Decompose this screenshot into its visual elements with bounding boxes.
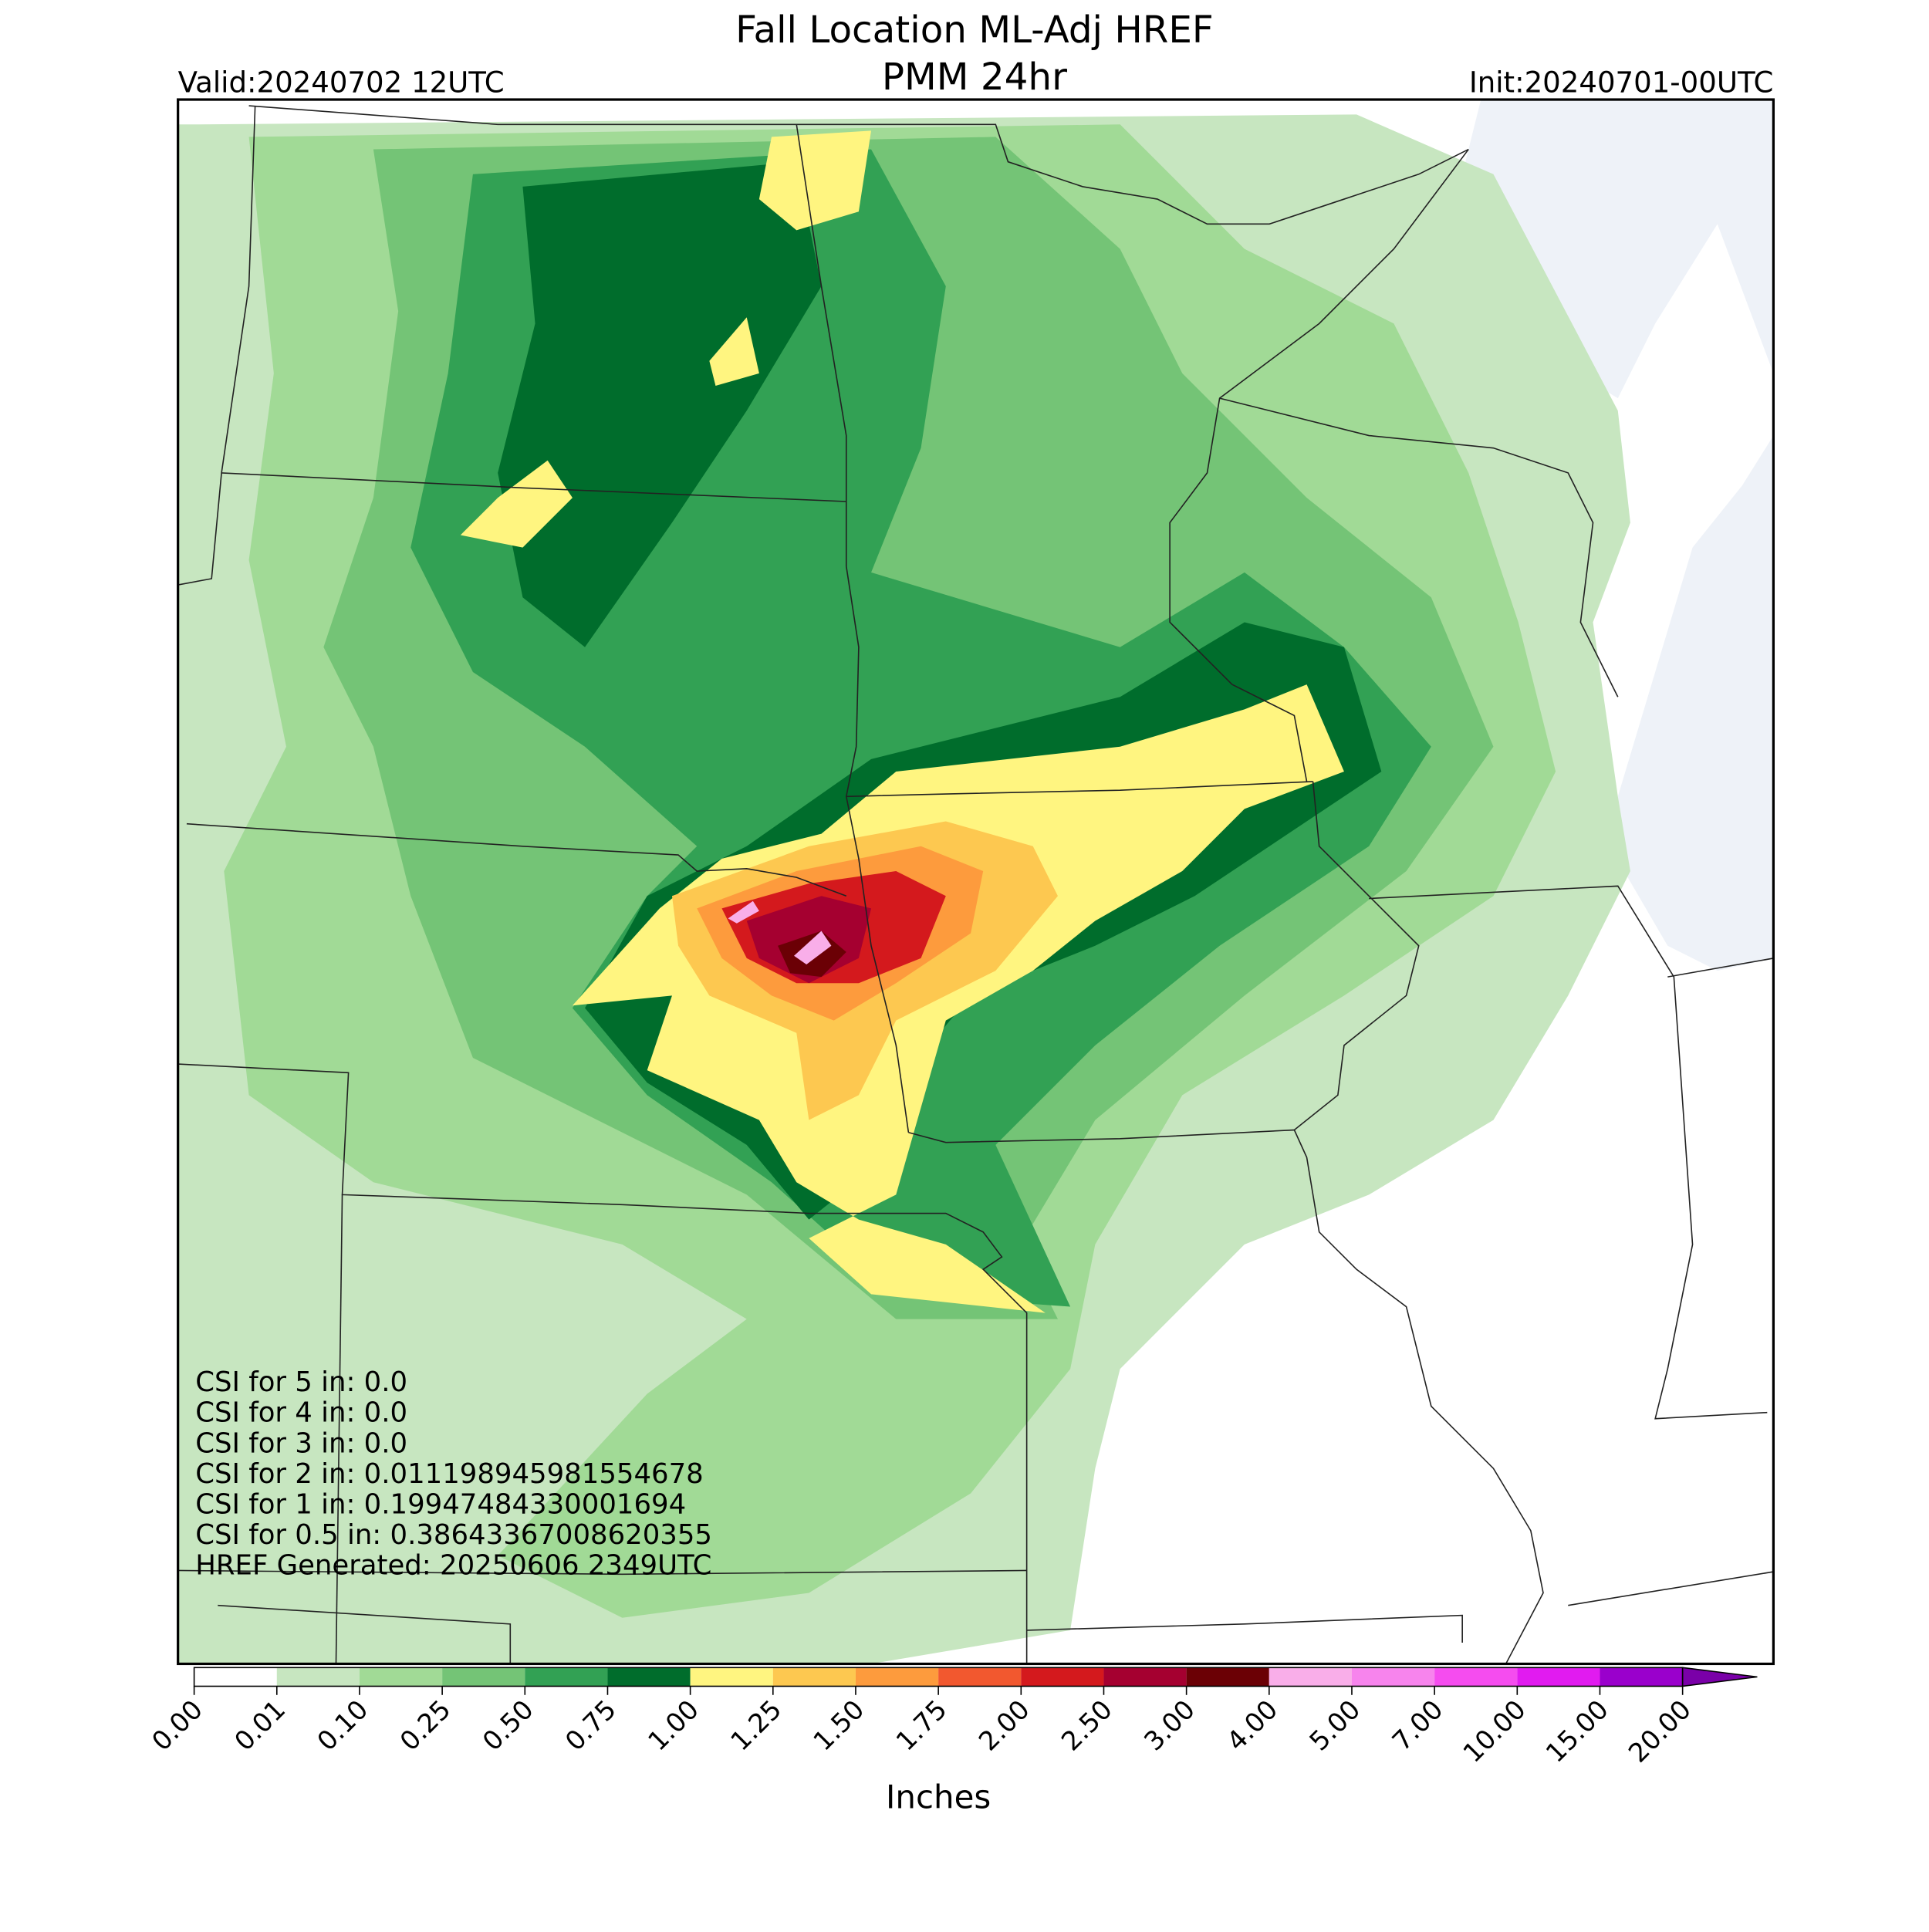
precip-area — [758, 130, 872, 231]
precip-area — [728, 900, 759, 924]
colorbar-segment — [1269, 1667, 1352, 1687]
colorbar-segment — [1517, 1667, 1600, 1687]
csi-annotation: CSI for 1 in: 0.19947484330001694 — [195, 1488, 686, 1520]
colorbar-segment — [194, 1667, 277, 1687]
valid-time: Valid:20240702 12UTC — [178, 66, 505, 99]
colorbar-segment — [1103, 1667, 1187, 1687]
csi-annotation: HREF Generated: 20250606 2349UTC — [195, 1549, 711, 1581]
colorbar-segment — [938, 1667, 1022, 1687]
csi-annotation: CSI for 3 in: 0.0 — [195, 1427, 407, 1459]
state-borders — [177, 105, 1774, 1664]
precip-area — [709, 317, 759, 386]
lake-michigan — [1617, 435, 1774, 971]
csi-annotation: CSI for 0.5 in: 0.38643367008620355 — [195, 1519, 712, 1551]
colorbar-segment — [607, 1667, 691, 1687]
colorbar-segment — [276, 1667, 360, 1687]
csi-annotation: CSI for 2 in: 0.011198945981554678 — [195, 1458, 704, 1490]
colorbar-segment — [1351, 1667, 1435, 1687]
colorbar-segment — [525, 1667, 608, 1687]
csi-annotation: CSI for 4 in: 0.0 — [195, 1397, 407, 1429]
precip-area — [498, 161, 822, 647]
colorbar-segment — [442, 1667, 525, 1687]
init-time: Init:20240701-00UTC — [1469, 66, 1774, 99]
colorbar-segment — [1434, 1667, 1518, 1687]
subtitle: PMM 24hr — [882, 56, 1067, 99]
csi-annotation: CSI for 5 in: 0.0 — [195, 1366, 407, 1398]
precip-area — [794, 931, 832, 964]
colorbar-segment — [1021, 1667, 1104, 1687]
colorbar-segment — [772, 1667, 856, 1687]
map-frame — [177, 98, 1775, 1666]
colorbar-segment — [359, 1667, 443, 1687]
precip-area — [460, 460, 573, 548]
precip-area — [572, 684, 1344, 1313]
colorbar-segment — [690, 1667, 773, 1687]
colorbar-segment — [855, 1667, 939, 1687]
title: Fall Location ML-Adj HREF — [735, 8, 1214, 52]
colorbar-label: Inches — [886, 1778, 991, 1816]
colorbar-segment — [1600, 1667, 1683, 1687]
colorbar-segment — [1186, 1667, 1269, 1687]
map-area — [177, 100, 1774, 1664]
